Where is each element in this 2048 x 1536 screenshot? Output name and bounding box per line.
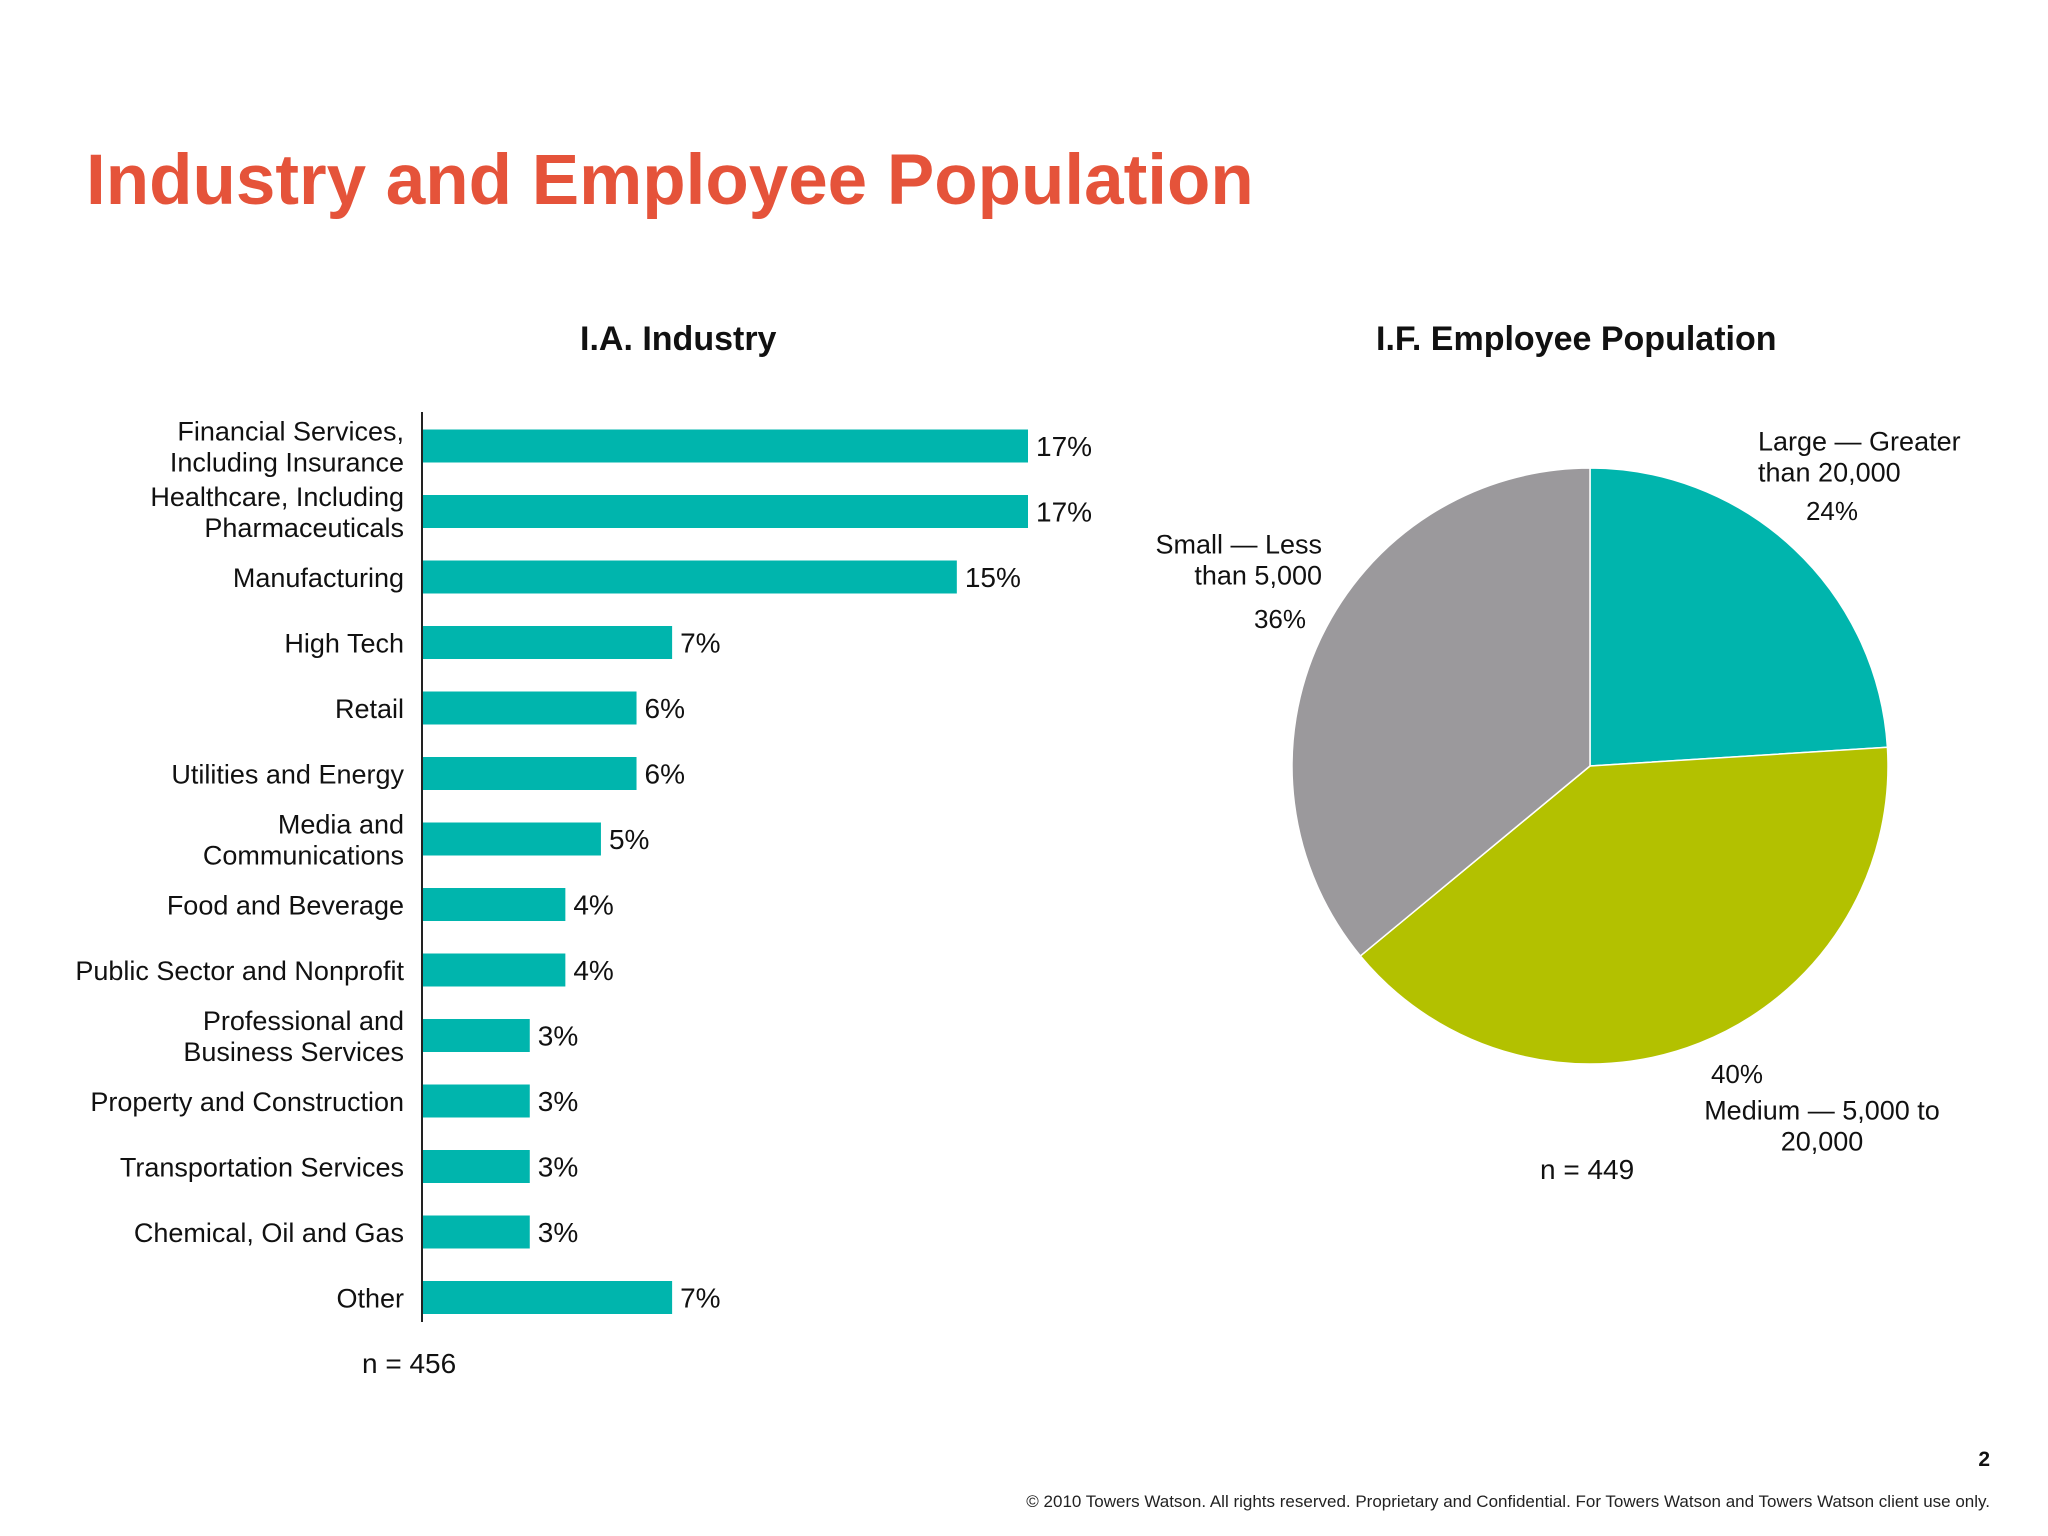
bar-value-label: 5% bbox=[609, 824, 649, 855]
bar-value-label: 3% bbox=[538, 1086, 578, 1117]
bar-category-label: Public Sector and Nonprofit bbox=[75, 956, 404, 986]
pie-value-label: 36% bbox=[1254, 604, 1306, 634]
bar-value-label: 7% bbox=[680, 628, 720, 659]
pie-sample-size: n = 449 bbox=[1540, 1154, 1635, 1185]
bar-category-label: Other bbox=[336, 1284, 404, 1314]
bar-category-label: Media and Communications bbox=[203, 810, 404, 871]
bar-value-label: 3% bbox=[538, 1152, 578, 1183]
pie-slice bbox=[1359, 746, 1889, 1065]
bar-value-label: 4% bbox=[573, 955, 613, 986]
industry-bar bbox=[423, 691, 637, 725]
page-title: Industry and Employee Population bbox=[86, 141, 1254, 220]
bar-value-label: 17% bbox=[1036, 431, 1092, 462]
bar-category-label: Transportation Services bbox=[120, 1153, 404, 1183]
bar-value-label: 15% bbox=[965, 562, 1021, 593]
pie-value-label: 24% bbox=[1806, 496, 1858, 526]
page-number: 2 bbox=[1978, 1448, 1990, 1471]
bar-value-label: 4% bbox=[573, 890, 613, 921]
pie-slice bbox=[1589, 467, 1889, 767]
industry-bar bbox=[423, 757, 637, 790]
employee-population-pie-chart: Large — Greater than 20,000 24% Medium — 5,… bbox=[1155, 427, 1961, 1157]
pie-slice-label: Medium — 5,000 to 20,000 bbox=[1704, 1096, 1940, 1157]
bar-chart-title: I.A. Industry bbox=[580, 320, 777, 358]
industry-bar bbox=[423, 953, 566, 987]
industry-bar bbox=[423, 429, 1028, 463]
bar-value-label: 6% bbox=[645, 693, 685, 724]
industry-bar bbox=[423, 1215, 530, 1249]
bar-value-label: 3% bbox=[538, 1217, 578, 1248]
bar-category-label: Retail bbox=[335, 694, 404, 724]
industry-bar-chart: 17% Financial Services, Including Insuranc… bbox=[75, 412, 1092, 1322]
industry-bar bbox=[423, 1150, 530, 1183]
pie-slice-label: Small — Less than 5,000 bbox=[1155, 530, 1322, 591]
bar-category-label: Healthcare, Including Pharmaceuticals bbox=[150, 482, 404, 543]
bar-value-label: 7% bbox=[680, 1283, 720, 1314]
industry-bar bbox=[423, 626, 673, 659]
bar-category-label: Manufacturing bbox=[233, 563, 404, 593]
pie-slice-label: Large — Greater than 20,000 bbox=[1758, 427, 1961, 488]
industry-bar bbox=[423, 1084, 530, 1118]
bar-sample-size: n = 456 bbox=[362, 1348, 457, 1379]
bar-category-label: Utilities and Energy bbox=[171, 760, 404, 790]
pie-value-label: 40% bbox=[1711, 1059, 1763, 1089]
bar-value-label: 6% bbox=[645, 759, 685, 790]
industry-bar bbox=[423, 495, 1028, 528]
copyright-footer: © 2010 Towers Watson. All rights reserve… bbox=[1026, 1492, 1990, 1511]
pie-chart-title: I.F. Employee Population bbox=[1376, 320, 1777, 358]
bar-category-label: Food and Beverage bbox=[167, 891, 404, 921]
industry-bar bbox=[423, 888, 566, 921]
industry-bar bbox=[423, 822, 601, 856]
bar-category-label: High Tech bbox=[284, 629, 404, 659]
bar-category-label: Professional and Business Services bbox=[183, 1006, 404, 1067]
bar-value-label: 17% bbox=[1036, 497, 1092, 528]
bar-category-label: Financial Services, Including Insurance bbox=[170, 417, 404, 478]
bar-category-label: Chemical, Oil and Gas bbox=[134, 1218, 404, 1248]
industry-bar bbox=[423, 560, 957, 594]
industry-bar bbox=[423, 1281, 673, 1314]
bar-category-label: Property and Construction bbox=[90, 1087, 404, 1117]
industry-bar bbox=[423, 1019, 530, 1052]
pie-slice bbox=[1291, 467, 1591, 958]
bar-value-label: 3% bbox=[538, 1021, 578, 1052]
